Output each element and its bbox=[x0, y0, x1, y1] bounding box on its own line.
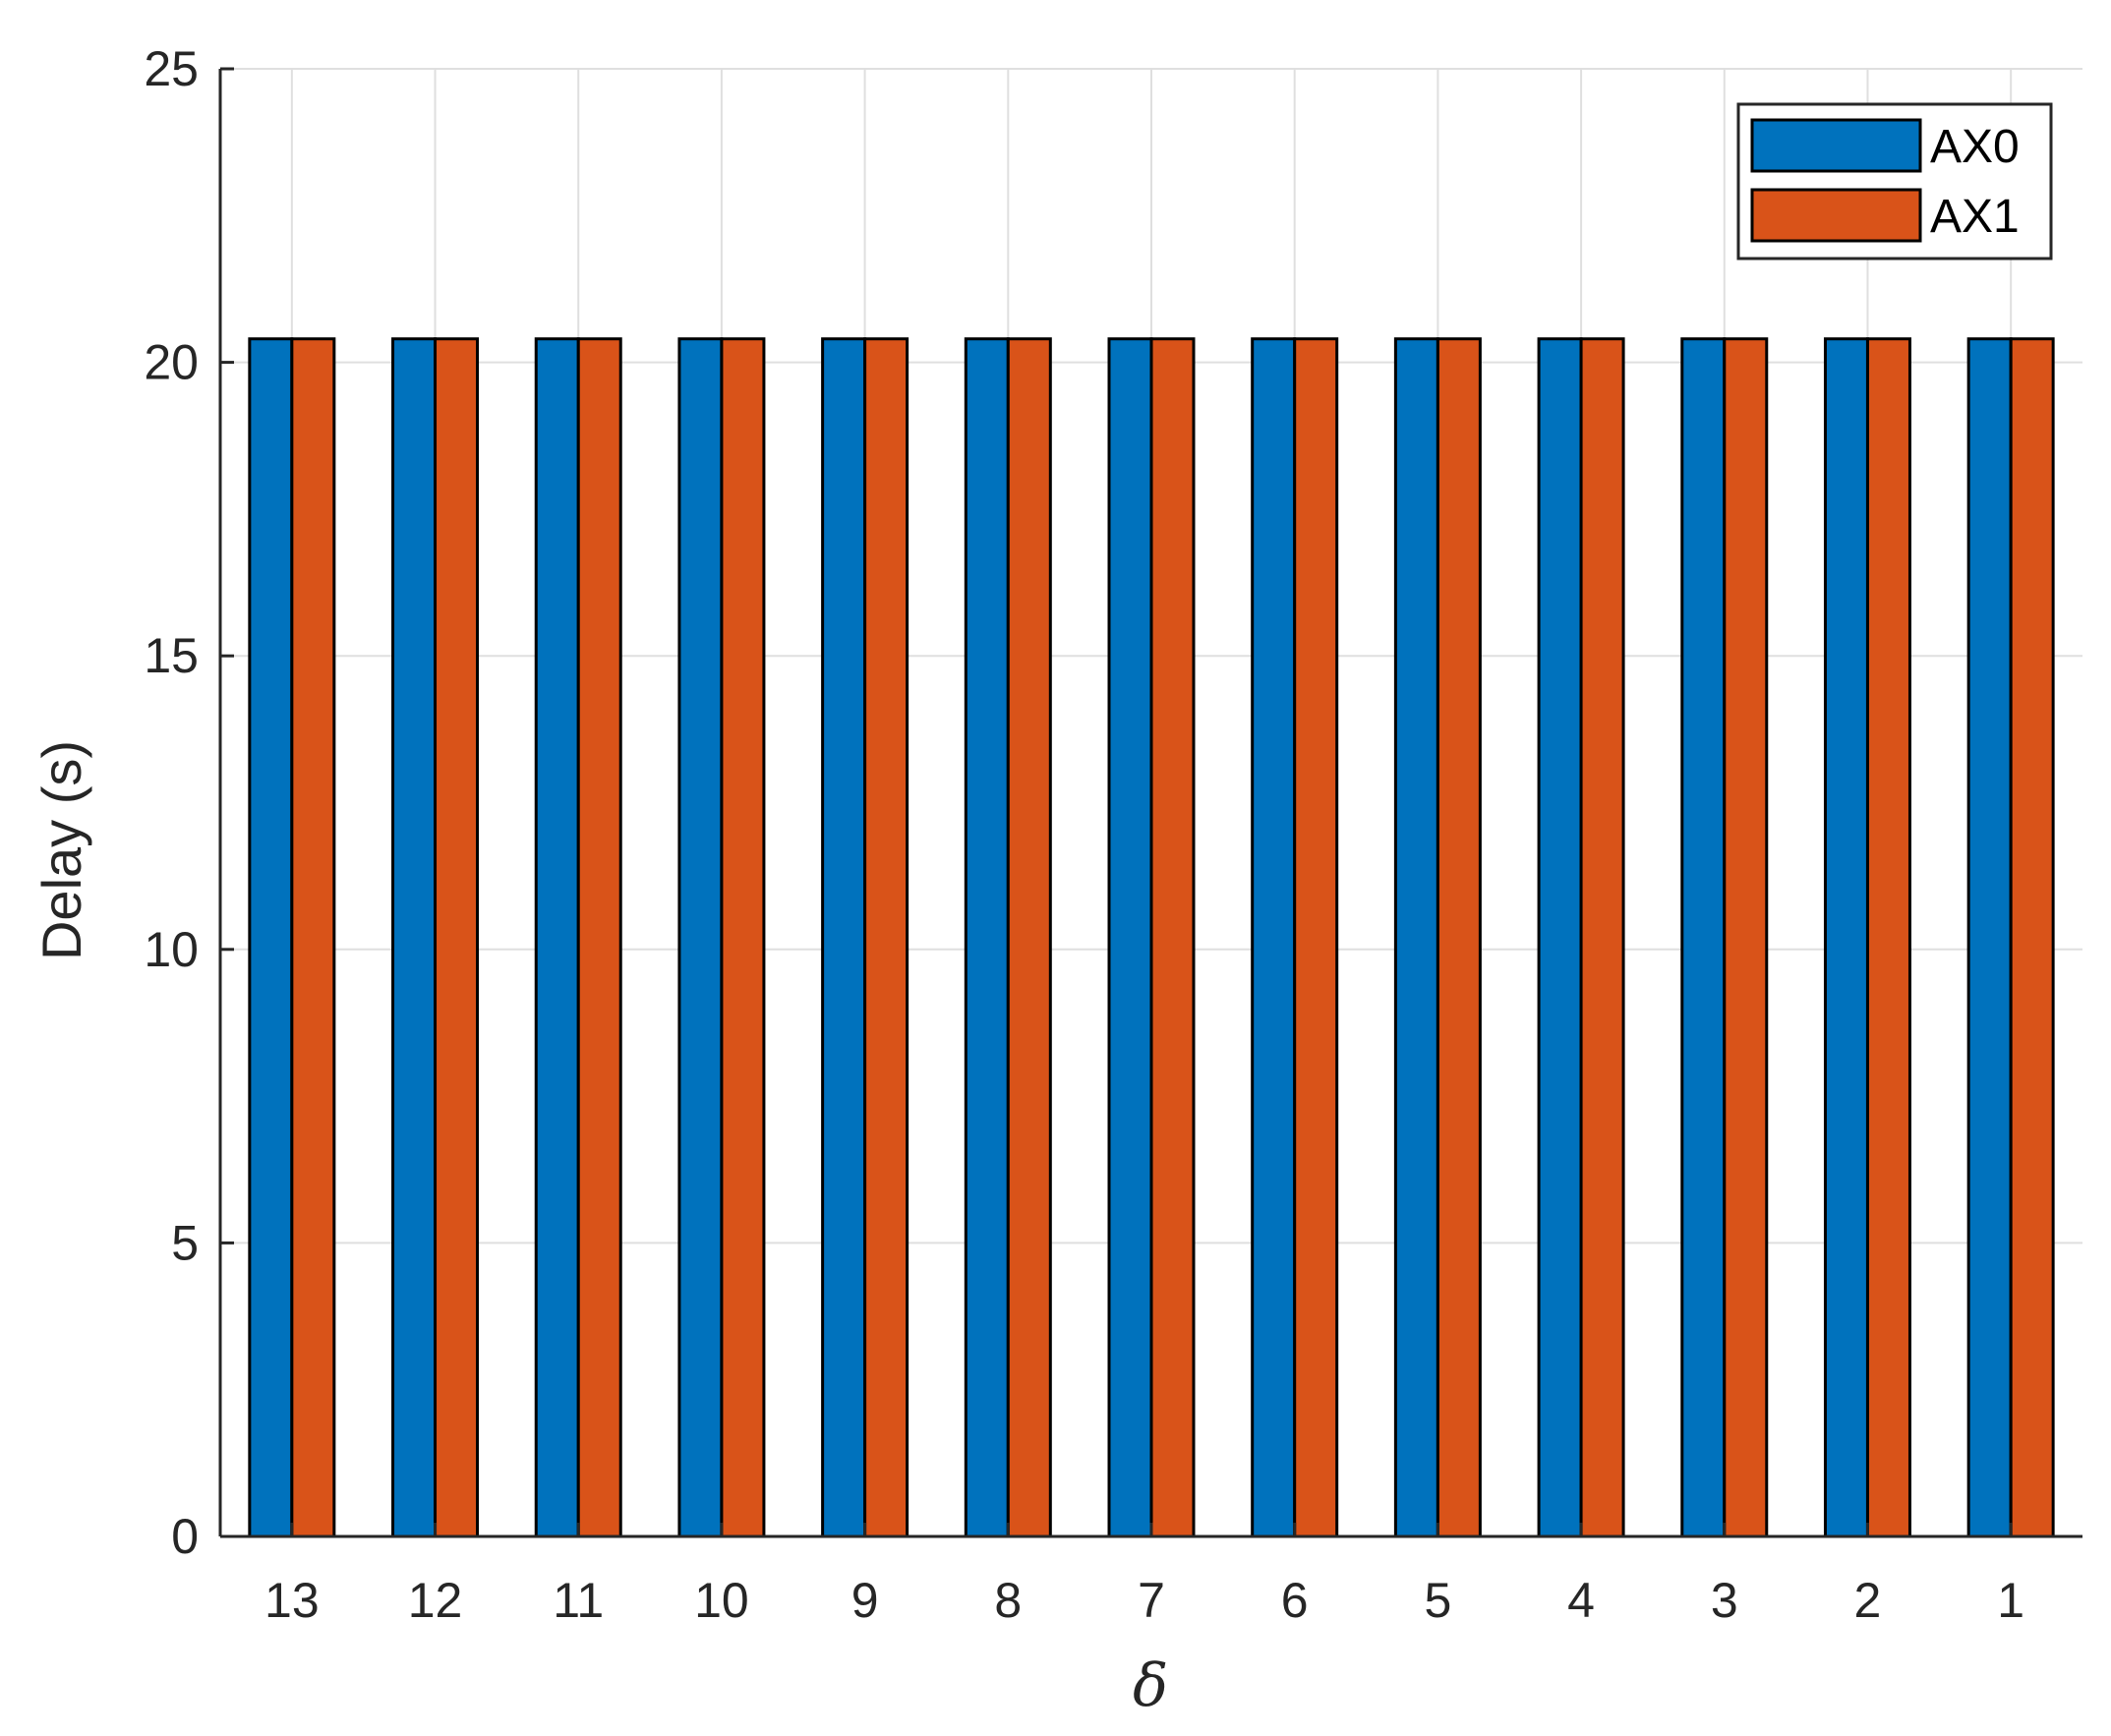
bar-ax0-1 bbox=[1966, 337, 2013, 1538]
x-tick-label: 10 bbox=[694, 1573, 749, 1628]
x-tick-label: 12 bbox=[408, 1573, 463, 1628]
x-tick-label: 11 bbox=[553, 1573, 604, 1628]
bar-ax0-11 bbox=[534, 337, 580, 1538]
bar-ax1-13 bbox=[290, 337, 336, 1538]
x-tick-label: 13 bbox=[264, 1573, 320, 1628]
bar-ax1-4 bbox=[1579, 337, 1625, 1538]
legend-swatch-ax0 bbox=[1750, 118, 1922, 173]
x-axis-label: δ bbox=[1133, 1651, 1168, 1720]
bar-ax1-7 bbox=[1149, 337, 1196, 1538]
bar-ax1-8 bbox=[1006, 337, 1052, 1538]
legend-label-ax1: AX1 bbox=[1930, 191, 2020, 243]
y-tick-label: 10 bbox=[144, 922, 199, 977]
bar-ax1-2 bbox=[1865, 337, 1911, 1538]
x-tick-label: 3 bbox=[1711, 1573, 1738, 1628]
bar-ax0-13 bbox=[248, 337, 294, 1538]
bar-ax0-7 bbox=[1107, 337, 1153, 1538]
y-tick-label: 0 bbox=[171, 1509, 199, 1564]
bar-ax1-9 bbox=[863, 337, 909, 1538]
x-tick-label: 1 bbox=[1997, 1573, 2024, 1628]
bar-ax1-6 bbox=[1293, 337, 1339, 1538]
bar-ax1-5 bbox=[1436, 337, 1482, 1538]
bar-ax0-6 bbox=[1251, 337, 1297, 1538]
legend-swatch-ax1 bbox=[1750, 188, 1922, 243]
bar-ax1-3 bbox=[1723, 337, 1769, 1538]
x-tick-label: 8 bbox=[994, 1573, 1022, 1628]
y-axis-label: Delay (s) bbox=[30, 740, 92, 960]
bar-ax1-12 bbox=[434, 337, 480, 1538]
bar-ax1-11 bbox=[576, 337, 622, 1538]
axes-layer bbox=[218, 67, 2082, 1538]
y-tick-label: 5 bbox=[171, 1215, 199, 1270]
bar-ax0-8 bbox=[964, 337, 1010, 1538]
y-tick-label: 20 bbox=[144, 335, 199, 390]
bar-ax0-9 bbox=[821, 337, 867, 1538]
x-tick-label: 9 bbox=[851, 1573, 879, 1628]
bar-ax0-12 bbox=[391, 337, 438, 1538]
x-tick-label: 7 bbox=[1138, 1573, 1165, 1628]
bars-layer bbox=[248, 337, 2055, 1538]
x-tick-label: 2 bbox=[1854, 1573, 1882, 1628]
bar-ax1-10 bbox=[720, 337, 766, 1538]
bar-ax0-2 bbox=[1823, 337, 1869, 1538]
bar-ax0-4 bbox=[1537, 337, 1583, 1538]
y-tick-label: 15 bbox=[144, 628, 199, 683]
ticks-layer: 0 5 10 15 20 25 13 12 11 10 9 8 7 6 5 4 3 2 1 bbox=[144, 41, 2024, 1628]
bar-ax0-3 bbox=[1680, 337, 1727, 1538]
bar-ax0-5 bbox=[1393, 337, 1439, 1538]
x-tick-label: 6 bbox=[1281, 1573, 1309, 1628]
bar-ax0-10 bbox=[677, 337, 724, 1538]
legend-label-ax0: AX0 bbox=[1930, 121, 2020, 173]
y-tick-label: 25 bbox=[144, 41, 199, 96]
x-tick-label: 5 bbox=[1424, 1573, 1451, 1628]
bar-ax1-1 bbox=[2009, 337, 2055, 1538]
x-tick-label: 4 bbox=[1567, 1573, 1595, 1628]
